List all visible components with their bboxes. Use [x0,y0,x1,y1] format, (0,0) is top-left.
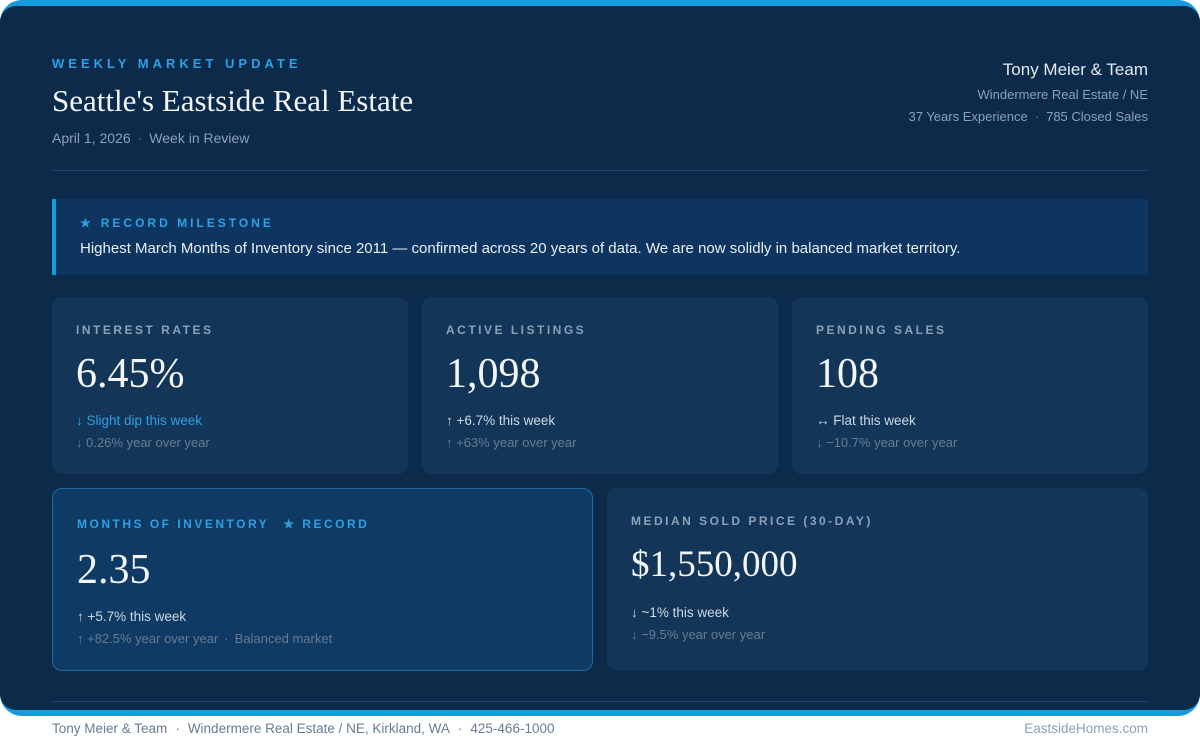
card-value: 1,098 [446,351,541,397]
card-value: 6.45% [76,351,185,397]
footer-divider [52,701,1148,702]
dot-separator: · [175,721,180,736]
card-label: MEDIAN SOLD PRICE (30-DAY) [631,514,873,528]
featured-grid: MONTHS OF INVENTORY ★ RECORD 2.35 ↑ +5.7%… [52,488,1148,671]
page-title: Seattle's Eastside Real Estate [52,83,414,118]
footer-team: Tony Meier & Team [52,721,168,736]
card-yoy-text: ↑ +82.5% year over year [77,631,219,646]
header: WEEKLY MARKET UPDATE Seattle's Eastside … [52,56,1148,146]
card-label-row: MONTHS OF INVENTORY ★ RECORD [77,515,568,533]
card-yoy-change: ↑ +63% year over year [446,435,577,450]
footer-office: Windermere Real Estate / NE, Kirkland, W… [187,721,450,736]
team-credentials: 37 Years Experience · 785 Closed Sales [908,109,1148,124]
team-brokerage: Windermere Real Estate / NE [977,87,1148,102]
card-yoy-change: ↓ −10.7% year over year [816,435,958,450]
footer-website-link[interactable]: EastsideHomes.com [1024,721,1148,736]
card-value: 2.35 [77,547,151,593]
header-divider [52,170,1148,171]
card-yoy-change: ↓ −9.5% year over year [631,626,766,642]
header-left: WEEKLY MARKET UPDATE Seattle's Eastside … [52,56,413,146]
stat-card-months-of-inventory: MONTHS OF INVENTORY ★ RECORD 2.35 ↑ +5.7%… [52,488,593,671]
card-label: INTEREST RATES [76,323,214,337]
dot-separator: · [457,721,463,736]
stat-card-interest-rates: INTEREST RATES 6.45% ↓ Slight dip this w… [52,297,408,474]
milestone-banner: ★ RECORD MILESTONE Highest March Months o… [52,199,1148,275]
stats-grid: INTEREST RATES 6.45% ↓ Slight dip this w… [52,297,1148,474]
report-date: April 1, 2026 [52,130,131,146]
footer-contact: Tony Meier & Team · Windermere Real Estate… [52,721,554,736]
team-name: Tony Meier & Team [1002,60,1148,79]
report-subtitle: Week in Review [149,130,250,146]
dot-separator: · [224,631,229,646]
card-week-change: ↑ +5.7% this week [77,609,187,624]
dot-separator: · [1034,109,1040,124]
card-week-change: ↑ +6.7% this week [446,413,556,428]
card-yoy-change: ↓ 0.26% year over year [76,435,210,450]
card-label: PENDING SALES [816,323,947,337]
dot-separator: · [137,130,143,146]
stat-card-median-sold-price: MEDIAN SOLD PRICE (30-DAY) $1,550,000 ↓ … [607,488,1148,671]
stat-card-active-listings: ACTIVE LISTINGS 1,098 ↑ +6.7% this week … [422,297,778,474]
card-week-change: ↔ Flat this week [816,413,916,428]
card-label: ACTIVE LISTINGS [446,323,587,337]
star-icon: ★ [80,216,91,230]
report-page: WEEKLY MARKET UPDATE Seattle's Eastside … [0,6,1200,736]
footer: Tony Meier & Team · Windermere Real Estate… [52,721,1148,736]
milestone-label: ★ RECORD MILESTONE [80,216,1124,230]
team-experience: 37 Years Experience [908,109,1028,124]
stat-card-pending-sales: PENDING SALES 108 ↔ Flat this week ↓ −10… [792,297,1148,474]
milestone-text: Highest March Months of Inventory since … [80,240,961,257]
dateline: April 1, 2026 · Week in Review [52,130,413,146]
card-value: 108 [816,351,879,397]
market-note: Balanced market [234,631,333,646]
milestone-label-text: RECORD MILESTONE [100,216,274,230]
eyebrow-label: WEEKLY MARKET UPDATE [52,56,302,71]
team-info: Tony Meier & Team Windermere Real Estate… [908,56,1148,124]
record-badge: ★ RECORD [283,517,370,531]
footer-phone: 425-466-1000 [470,721,555,736]
card-week-change: ↓ ~1% this week [631,604,729,620]
card-yoy-change: ↑ +82.5% year over year · Balanced market [77,631,568,646]
card-value: $1,550,000 [631,544,798,585]
card-week-change: ↓ Slight dip this week [76,413,203,428]
card-label: MONTHS OF INVENTORY [77,517,270,531]
team-closed-sales: 785 Closed Sales [1046,109,1148,124]
